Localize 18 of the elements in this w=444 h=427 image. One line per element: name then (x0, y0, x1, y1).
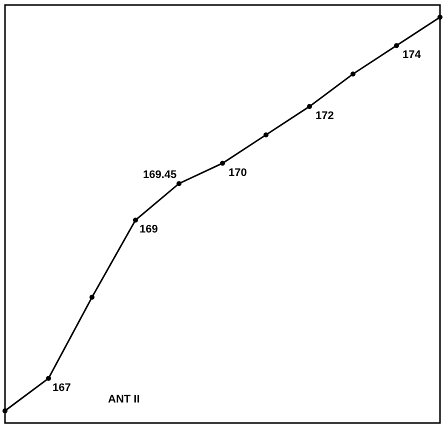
annotation: 172 (316, 110, 334, 122)
point (90, 294, 94, 300)
point (220, 160, 225, 166)
point (350, 71, 356, 76)
point (2, 408, 8, 414)
point (46, 376, 51, 381)
point (264, 132, 268, 138)
annotation: ANT II (108, 394, 140, 406)
annotation: 170 (228, 166, 247, 179)
point (307, 104, 312, 109)
point (176, 181, 182, 186)
point (438, 14, 442, 20)
annotation: 169 (140, 224, 158, 236)
annotation: 174 (402, 49, 422, 62)
point (133, 218, 138, 223)
annotation: 169.45 (143, 169, 177, 182)
point (394, 43, 399, 48)
annotation: 167 (52, 382, 71, 394)
